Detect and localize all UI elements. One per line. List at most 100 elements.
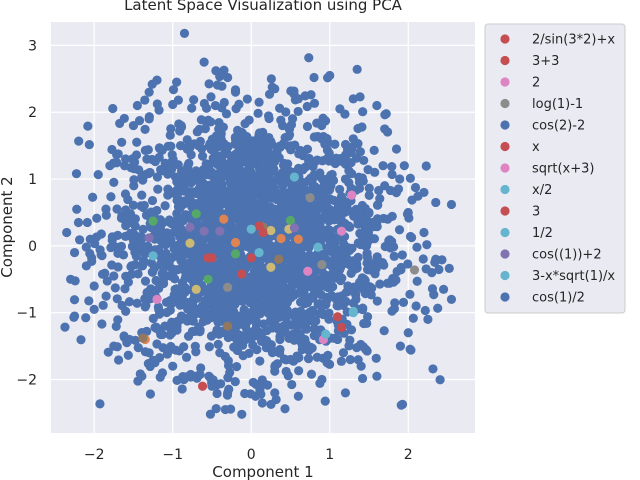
cloud-point: [280, 287, 290, 297]
cloud-point: [204, 79, 214, 89]
highlight-point: [191, 209, 201, 219]
cloud-point: [205, 409, 216, 419]
series-point: [246, 253, 256, 263]
cloud-point: [280, 208, 291, 218]
cloud-point: [321, 281, 331, 292]
cloud-point: [120, 161, 130, 171]
cloud-point: [112, 158, 122, 168]
cloud-point: [254, 206, 264, 216]
cloud-point: [305, 200, 315, 210]
cloud-point: [83, 121, 93, 131]
cloud-point: [183, 301, 194, 311]
series-point: [215, 226, 225, 236]
cloud-point: [411, 301, 421, 311]
cloud-point: [311, 316, 321, 326]
cloud-point: [75, 235, 85, 245]
cloud-point: [235, 218, 245, 229]
cloud-point: [363, 165, 373, 175]
cloud-point: [128, 200, 139, 210]
cloud-point: [380, 124, 390, 134]
cloud-point: [309, 72, 319, 83]
cloud-point: [372, 100, 382, 111]
x-ticks: −2 −1 0 1 2: [84, 447, 413, 463]
cloud-point: [208, 304, 219, 315]
cloud-point: [172, 375, 182, 385]
cloud-point: [223, 388, 233, 398]
cloud-point: [171, 345, 181, 355]
cloud-point: [170, 274, 180, 284]
series-point: [223, 282, 233, 292]
legend-label: cos((1))+2: [532, 248, 602, 263]
cloud-point: [66, 274, 76, 284]
cloud-point: [121, 306, 131, 316]
series-point: [409, 265, 420, 275]
cloud-point: [145, 389, 156, 399]
series-point: [258, 227, 268, 238]
cloud-point: [263, 145, 273, 155]
cloud-point: [146, 258, 157, 268]
cloud-point: [167, 150, 177, 160]
cloud-point: [236, 127, 247, 137]
cloud-point: [199, 57, 209, 67]
cloud-point: [140, 145, 150, 155]
cloud-point: [160, 201, 170, 211]
cloud-point: [256, 275, 267, 285]
cloud-point: [412, 242, 422, 252]
legend-marker: [500, 98, 510, 109]
cloud-point: [147, 195, 158, 206]
cloud-point: [317, 374, 327, 385]
cloud-point: [206, 331, 217, 341]
cloud-point: [332, 214, 342, 224]
cloud-point: [85, 248, 95, 259]
cloud-point: [293, 94, 303, 104]
cloud-point: [204, 267, 214, 277]
legend-marker: [500, 206, 510, 216]
cloud-point: [349, 282, 359, 292]
highlight-point: [223, 321, 233, 331]
cloud-point: [245, 207, 255, 218]
cloud-point: [371, 353, 381, 363]
cloud-point: [174, 204, 184, 214]
series-point: [197, 381, 208, 391]
cloud-point: [131, 150, 142, 160]
cloud-point: [294, 366, 304, 376]
cloud-point: [272, 144, 282, 154]
cloud-point: [156, 260, 166, 270]
cloud-point: [254, 97, 264, 107]
cloud-point: [369, 222, 379, 232]
cloud-point: [276, 172, 286, 182]
cloud-point: [284, 130, 295, 140]
cloud-point: [133, 343, 143, 353]
cloud-point: [162, 307, 172, 318]
cloud-point: [139, 200, 149, 211]
cloud-point: [378, 161, 388, 171]
cloud-point: [351, 211, 361, 221]
highlight-point: [276, 233, 286, 244]
cloud-point: [232, 362, 242, 372]
cloud-point: [248, 340, 258, 350]
cloud-point: [293, 106, 303, 117]
legend-label: cos(1)/2: [532, 291, 585, 306]
cloud-point: [95, 245, 105, 255]
cloud-point: [242, 236, 252, 247]
cloud-point: [113, 230, 123, 240]
legend-label: x/2: [532, 183, 552, 198]
cloud-point: [357, 230, 367, 241]
cloud-point: [372, 371, 382, 381]
series-point: [336, 226, 347, 236]
cloud-point: [166, 235, 176, 245]
cloud-point: [223, 332, 233, 343]
cloud-point: [179, 374, 189, 385]
cloud-point: [275, 278, 285, 289]
cloud-point: [167, 164, 177, 174]
cloud-point: [196, 180, 206, 190]
cloud-point: [446, 294, 457, 304]
cloud-point: [200, 124, 210, 134]
x-tick-label: 2: [404, 447, 413, 463]
legend-label: log(1)-1: [532, 97, 583, 112]
cloud-point: [88, 192, 98, 202]
cloud-point: [398, 297, 409, 307]
cloud-point: [137, 172, 147, 182]
cloud-point: [263, 111, 274, 121]
